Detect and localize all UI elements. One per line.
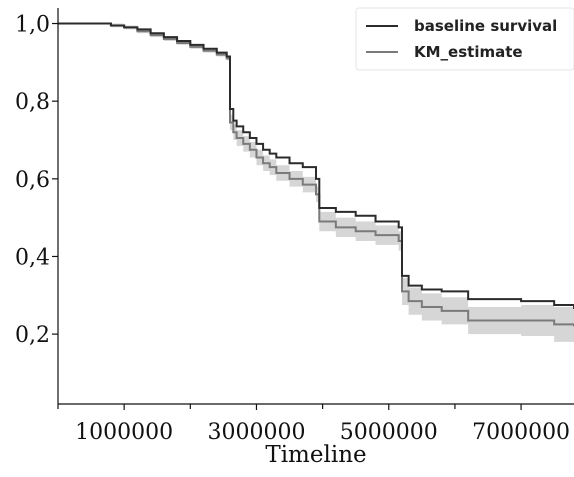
series-line-1 xyxy=(58,22,574,327)
series-line-layer xyxy=(58,22,574,327)
tick-label-layer: 0,2 0,4 0,6 0,8 1,0 1000000 3000000 5000000 7000… xyxy=(15,13,570,445)
axis-layer xyxy=(52,8,574,410)
y-tick-label: 0,6 xyxy=(15,168,50,193)
y-tick-label: 0,4 xyxy=(15,245,50,270)
legend-label-0: baseline survival xyxy=(414,17,557,35)
y-tick-label: 1,0 xyxy=(15,13,50,38)
legend-box xyxy=(355,7,574,71)
x-tick-label: 3000000 xyxy=(207,420,305,445)
x-tick-label: 5000000 xyxy=(340,420,438,445)
legend: baseline survival KM_estimate xyxy=(355,7,574,71)
x-axis-title: Timeline xyxy=(265,442,366,468)
x-tick-label: 1000000 xyxy=(75,420,173,445)
y-tick-label: 0,2 xyxy=(15,323,50,348)
x-tick-label: 7000000 xyxy=(472,420,570,445)
legend-label-1: KM_estimate xyxy=(414,43,523,61)
series-line-0 xyxy=(58,22,574,309)
y-tick-label: 0,8 xyxy=(15,90,50,115)
